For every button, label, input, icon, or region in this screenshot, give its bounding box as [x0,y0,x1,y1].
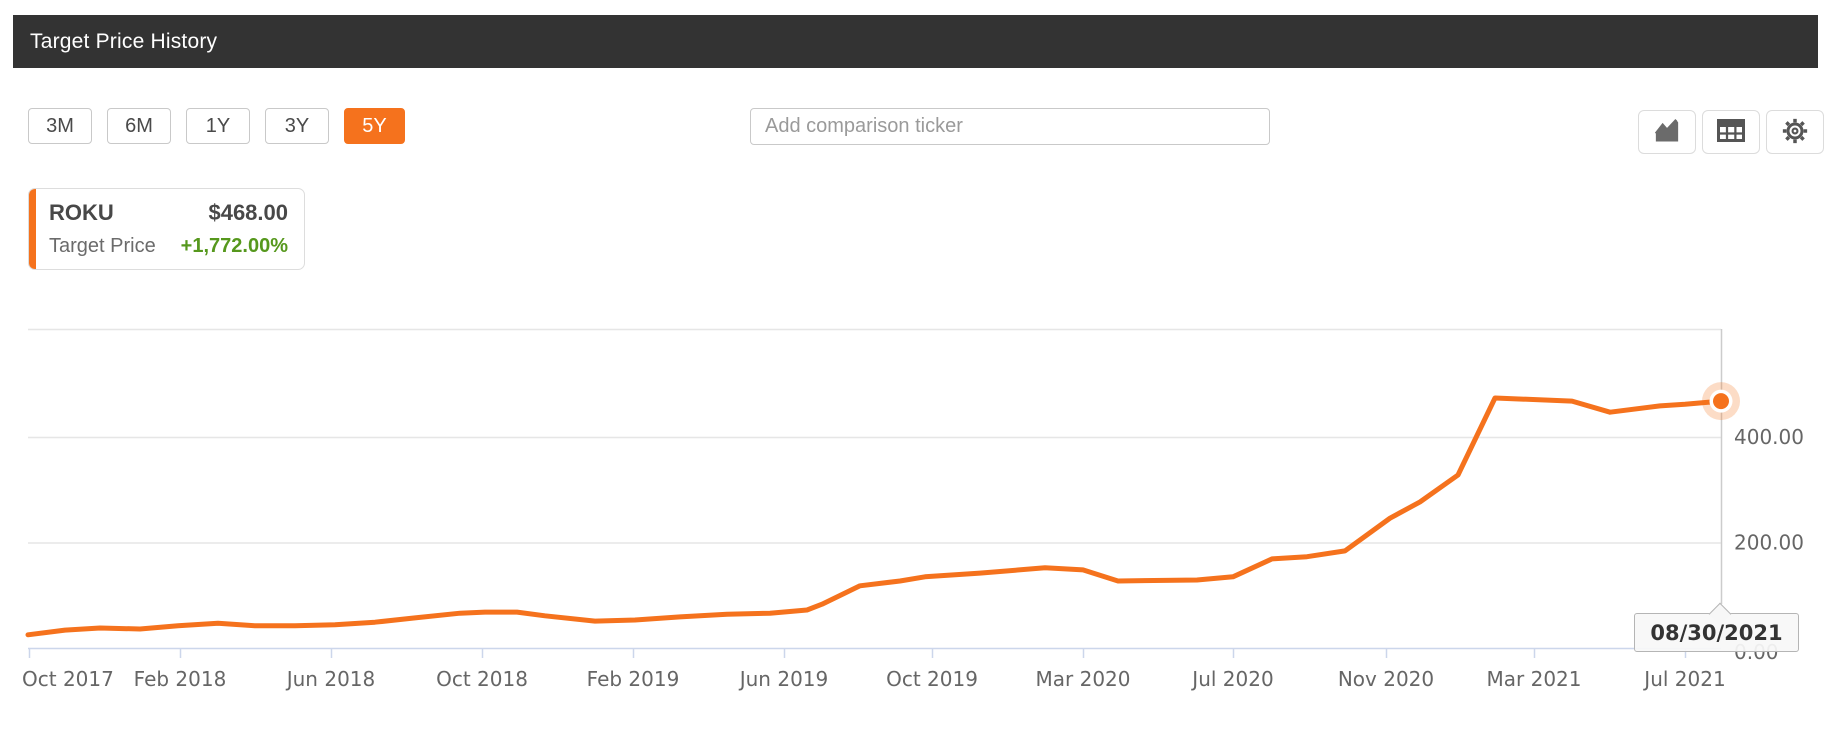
x-tick-label: Nov 2020 [1338,667,1434,691]
range-button-1y[interactable]: 1Y [186,108,250,144]
target-price-value: $468.00 [208,200,288,225]
y-tick-label: 200.00 [1734,531,1804,555]
last-point-marker[interactable] [1713,393,1729,410]
series-legend-content: ROKU $468.00 Target Price +1,772.00% [49,189,288,269]
x-tick-label: Mar 2021 [1487,667,1582,691]
range-button-5y[interactable]: 5Y [344,108,405,144]
x-tick-label: Feb 2018 [134,667,227,691]
x-tick-label: Jul 2020 [1190,667,1273,691]
x-tick-label: Oct 2019 [886,667,978,691]
x-tick-label: Oct 2017 [22,667,114,691]
series-color-stripe [29,189,36,269]
panel-header: Target Price History [13,15,1818,68]
table-icon [1716,118,1746,146]
add-comparison-ticker-input[interactable] [750,108,1270,145]
range-button-6m[interactable]: 6M [107,108,171,144]
range-button-3y[interactable]: 3Y [265,108,329,144]
x-tick-label: Jun 2019 [738,667,829,691]
chart-type-button[interactable] [1638,110,1696,154]
table-view-button[interactable] [1702,110,1760,154]
target-price-line [25,395,1724,638]
range-buttons: 3M 6M 1Y 3Y 5Y [28,108,405,144]
series-legend-card[interactable]: ROKU $468.00 Target Price +1,772.00% [28,188,305,270]
change-percent: +1,772.00% [180,235,288,257]
date-tooltip: 08/30/2021 [1634,602,1799,652]
legend-row-top: ROKU $468.00 [49,200,288,226]
x-tick-label: Feb 2019 [587,667,680,691]
ticker-symbol: ROKU [49,200,114,225]
line-chart-icon [1652,117,1682,147]
settings-button[interactable] [1766,110,1824,154]
x-tick-label: Oct 2018 [436,667,528,691]
legend-row-bottom: Target Price +1,772.00% [49,235,288,258]
series-label: Target Price [49,235,156,257]
tooltip-date: 08/30/2021 [1650,620,1783,645]
x-tick-label: Jun 2018 [285,667,376,691]
range-button-3m[interactable]: 3M [28,108,92,144]
x-tick-label: Jul 2021 [1642,667,1725,691]
settings-gear-icon [1781,117,1809,148]
chart-tool-buttons [1638,110,1824,154]
y-tick-label: 400.00 [1734,425,1804,449]
page-title: Target Price History [30,29,218,53]
x-tick-label: Mar 2020 [1036,667,1131,691]
